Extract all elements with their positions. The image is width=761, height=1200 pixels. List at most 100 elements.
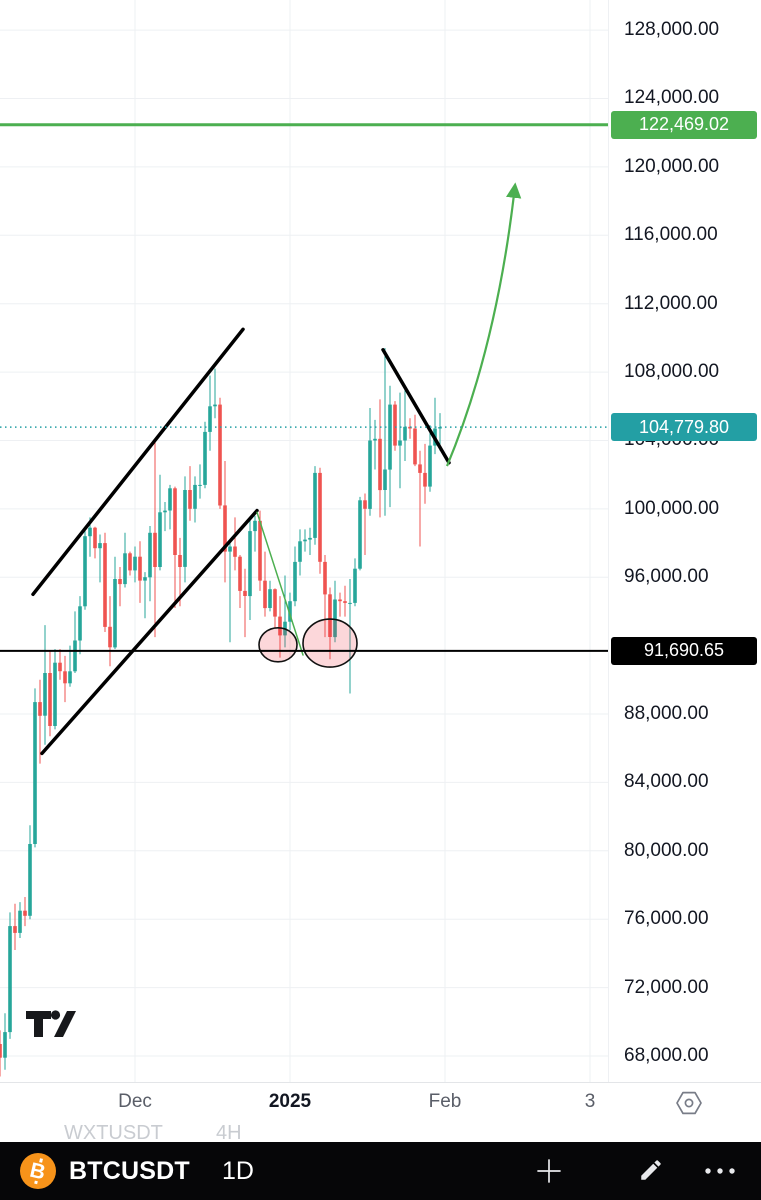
candle-body: [143, 577, 147, 581]
time-label: 2025: [268, 1091, 312, 1112]
candle-body: [108, 626, 112, 648]
draw-icon[interactable]: [637, 1157, 665, 1185]
candle-body: [418, 464, 422, 473]
highlight-circle[interactable]: [302, 618, 358, 668]
candle-body: [103, 543, 107, 627]
candle-body: [353, 568, 357, 603]
candle-body: [0, 1044, 2, 1058]
candle-body: [293, 561, 297, 602]
candle-body: [178, 555, 182, 567]
candle-body: [78, 606, 82, 641]
candle-body: [263, 580, 267, 609]
chart-canvas[interactable]: [0, 0, 608, 1082]
candle-body: [93, 527, 97, 549]
ghost-symbol-label: WXTUSDT: [64, 1122, 163, 1142]
trendline[interactable]: [31, 327, 245, 597]
candle-body: [33, 702, 37, 844]
candle-body: [193, 484, 197, 509]
watchlist-row-partial[interactable]: WXTUSDT 4H: [0, 1122, 761, 1142]
candle-body: [403, 426, 407, 441]
candle-body: [398, 440, 402, 446]
chart-svg[interactable]: [0, 0, 608, 1082]
candle-body: [428, 445, 432, 487]
candle-body: [28, 844, 32, 916]
interval-button[interactable]: 1D: [222, 1142, 254, 1200]
price-tick: 108,000.00: [624, 361, 720, 383]
candle-body: [258, 520, 262, 581]
price-tick: 96,000.00: [624, 566, 709, 588]
candle-body: [358, 500, 362, 569]
tradingview-logo-glyph: [26, 1010, 76, 1037]
candle-body: [53, 662, 57, 726]
candle-body: [288, 601, 292, 622]
candle-body: [373, 438, 377, 441]
highlight-circle[interactable]: [258, 626, 298, 663]
resistance-line-label[interactable]: 122,469.02: [611, 110, 757, 139]
candle-body: [413, 428, 417, 465]
support-line-label[interactable]: 91,690.65: [611, 636, 757, 665]
price-tick: 116,000.00: [624, 224, 718, 246]
more-icon[interactable]: [701, 1157, 739, 1185]
candle-body: [8, 926, 12, 1033]
price-tick: 80,000.00: [624, 839, 709, 861]
price-tick: 88,000.00: [624, 703, 709, 725]
candle-body: [118, 579, 122, 585]
trendline[interactable]: [256, 511, 304, 656]
candle-body: [183, 490, 187, 567]
trendline[interactable]: [40, 508, 259, 756]
time-label: Dec: [118, 1091, 152, 1112]
candle-body: [68, 671, 72, 684]
candle-body: [48, 673, 52, 726]
projection-arrow[interactable]: [445, 182, 522, 467]
time-axis[interactable]: Dec 2025 Feb 3: [0, 1082, 761, 1123]
price-tick: 68,000.00: [624, 1045, 709, 1066]
candle-body: [393, 404, 397, 446]
candle-body: [158, 512, 162, 567]
candle-body: [323, 561, 327, 595]
candle-body: [148, 532, 152, 578]
candle-body: [313, 472, 317, 538]
candle-body: [153, 532, 157, 567]
candle-body: [133, 556, 137, 571]
tradingview-logo: [24, 1004, 76, 1042]
plus-icon[interactable]: [535, 1157, 563, 1185]
candle-body: [308, 537, 312, 540]
candle-body: [128, 553, 132, 571]
candle-body: [43, 673, 47, 716]
trendline[interactable]: [381, 348, 451, 465]
candle-body: [273, 589, 277, 617]
bitcoin-icon: B: [20, 1153, 56, 1189]
price-axis[interactable]: 128,000.00 124,000.00 120,000.00 116,000.00…: [608, 0, 761, 1082]
candle-body: [328, 594, 332, 637]
candle-body: [338, 599, 342, 602]
symbol-button[interactable]: B BTCUSDT: [20, 1142, 190, 1200]
candle-body: [13, 926, 17, 933]
price-tick: 124,000.00: [624, 87, 720, 109]
scale-settings-icon[interactable]: [672, 1086, 706, 1120]
candle-body: [163, 510, 167, 513]
candle-body: [368, 440, 372, 509]
candle-body: [233, 546, 237, 557]
candle-body: [73, 640, 77, 672]
candle-body: [63, 671, 67, 684]
time-label: Feb: [428, 1091, 462, 1112]
current-price-line-label[interactable]: 104,779.80: [611, 413, 757, 442]
candle-body: [253, 520, 257, 532]
price-tick: 76,000.00: [624, 908, 709, 930]
candle-body: [198, 484, 202, 486]
candle-body: [23, 910, 27, 916]
candle-body: [188, 490, 192, 509]
candle-body: [238, 556, 242, 591]
candle-body: [303, 539, 307, 542]
candle-body: [248, 531, 252, 597]
candle-body: [3, 1032, 7, 1058]
candle-body: [228, 546, 232, 552]
candle-body: [123, 553, 127, 585]
candle-body: [278, 616, 282, 636]
candle-body: [423, 472, 427, 487]
candle-body: [333, 599, 337, 638]
candle-body: [318, 472, 322, 562]
candle-body: [18, 910, 22, 933]
candle-body: [378, 438, 382, 491]
candle-body: [218, 404, 222, 506]
